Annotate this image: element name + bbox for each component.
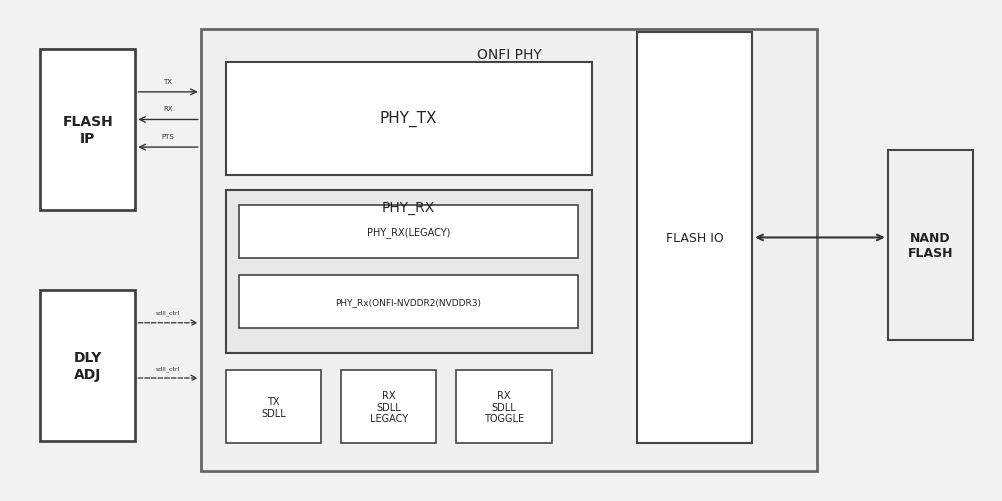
FancyBboxPatch shape — [636, 33, 752, 443]
Text: PHY_Rx(ONFI-NVDDR2(NVDDR3): PHY_Rx(ONFI-NVDDR2(NVDDR3) — [335, 298, 481, 306]
FancyBboxPatch shape — [238, 276, 577, 328]
FancyBboxPatch shape — [200, 30, 817, 471]
Text: FLASH
IP: FLASH IP — [62, 115, 113, 145]
Text: RX: RX — [163, 106, 172, 112]
Text: sdll_ctrl: sdll_ctrl — [155, 365, 180, 371]
Text: RX
SDLL
LEGACY: RX SDLL LEGACY — [369, 390, 408, 424]
FancyBboxPatch shape — [40, 291, 135, 441]
FancyBboxPatch shape — [225, 190, 591, 353]
FancyBboxPatch shape — [238, 205, 577, 258]
Text: FLASH IO: FLASH IO — [665, 231, 722, 244]
Text: sdll_ctrl: sdll_ctrl — [155, 310, 180, 316]
FancyBboxPatch shape — [40, 50, 135, 210]
Text: PHY_RX(LEGACY): PHY_RX(LEGACY) — [366, 226, 450, 237]
Text: PHY_RX: PHY_RX — [382, 200, 435, 214]
Text: TX: TX — [163, 79, 172, 85]
Text: NAND
FLASH: NAND FLASH — [907, 231, 952, 260]
FancyBboxPatch shape — [341, 371, 436, 443]
Text: DLY
ADJ: DLY ADJ — [73, 351, 102, 381]
FancyBboxPatch shape — [456, 371, 551, 443]
Text: PHY_TX: PHY_TX — [380, 111, 437, 127]
Text: TX
SDLL: TX SDLL — [261, 396, 286, 418]
Text: ONFI PHY: ONFI PHY — [476, 48, 541, 62]
FancyBboxPatch shape — [225, 63, 591, 175]
FancyBboxPatch shape — [887, 150, 972, 341]
Text: RX
SDLL
TOGGLE: RX SDLL TOGGLE — [483, 390, 524, 424]
Text: PTS: PTS — [161, 134, 174, 140]
FancyBboxPatch shape — [225, 371, 321, 443]
